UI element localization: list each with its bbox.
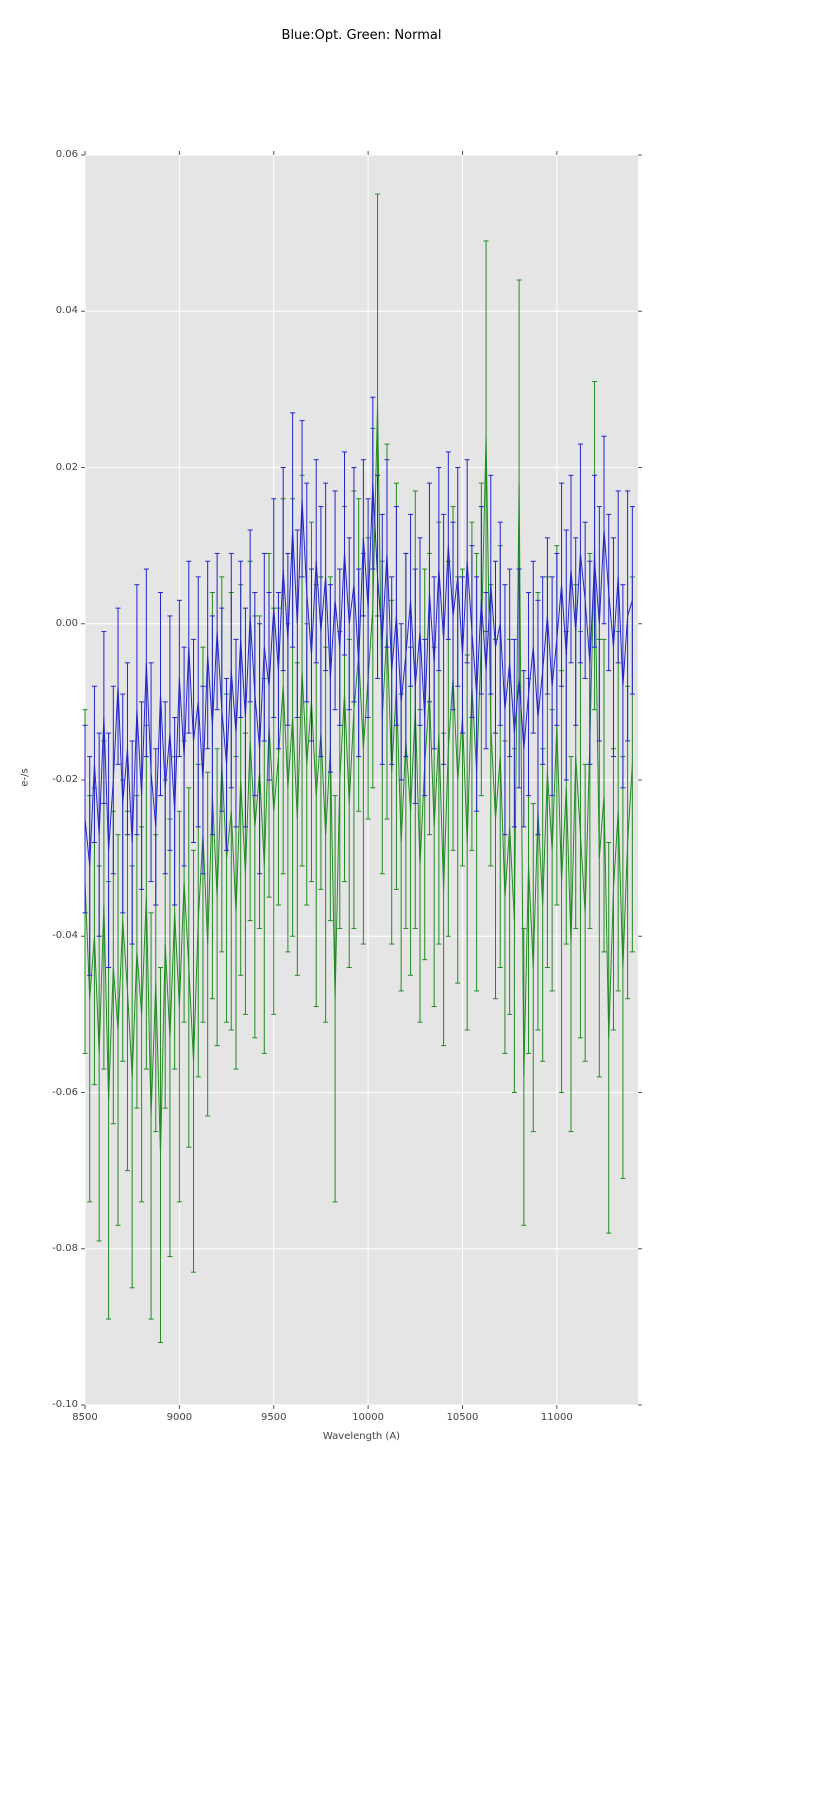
y-tick-label: -0.02 (52, 774, 78, 785)
x-axis-label: Wavelength (A) (322, 1431, 401, 1442)
series-line-opt (84, 483, 633, 866)
plot-canvas (81, 151, 642, 1409)
y-tick-label: -0.10 (52, 1399, 78, 1410)
y-axis-label: e-/s (19, 768, 31, 787)
y-tick-label: -0.04 (52, 930, 78, 942)
x-tick-label: 10500 (446, 1412, 479, 1423)
plot-area (81, 151, 642, 1409)
x-tick-label: 10000 (352, 1412, 384, 1423)
x-tick-label: 9500 (261, 1412, 287, 1423)
y-tick-label: 0.00 (55, 617, 78, 629)
x-tick-label: 11000 (540, 1412, 573, 1423)
y-tick-label: -0.08 (52, 1242, 78, 1254)
y-tick-label: -0.06 (52, 1086, 78, 1098)
x-tick-label: 8500 (72, 1412, 98, 1423)
chart-title: Blue:Opt. Green: Normal (281, 28, 442, 43)
y-tick-label: 0.04 (55, 305, 78, 317)
x-tick-label: 9000 (166, 1412, 193, 1423)
y-tick-label: 0.02 (55, 461, 78, 473)
y-tick-label: 0.06 (55, 149, 78, 160)
